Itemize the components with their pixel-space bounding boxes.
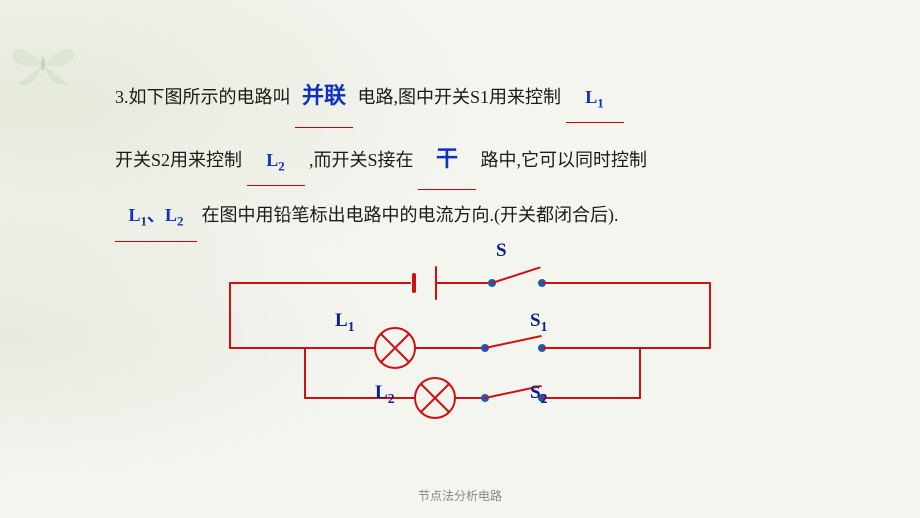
q-part2: 电路,图中开关S1用来控制 <box>358 87 562 107</box>
q-part3: 开关S2用来控制 <box>115 150 242 170</box>
blank-1: 并联 <box>295 65 353 128</box>
label-L1: L1 <box>335 310 355 335</box>
q-part6: 在图中用铅笔标出电路中的电流方向.(开关都闭合后). <box>202 205 619 225</box>
label-S: S <box>496 240 507 262</box>
blank-3: L2 <box>247 135 305 186</box>
butterfly-decor <box>8 38 78 90</box>
q-part1: 3.如下图所示的电路叫 <box>115 87 291 107</box>
circuit-svg <box>220 248 720 448</box>
circuit-diagram: SS1S2L1L2 <box>220 248 720 448</box>
label-L2: L2 <box>375 382 395 407</box>
blank-4: 干 <box>418 128 476 191</box>
label-S2: S2 <box>530 382 547 407</box>
question-text: 3.如下图所示的电路叫 并联 电路,图中开关S1用来控制 L1 开关S2用来控制… <box>115 65 805 242</box>
q-part5: 路中,它可以同时控制 <box>481 150 648 170</box>
footer-text: 节点法分析电路 <box>0 487 920 504</box>
label-S1: S1 <box>530 310 547 335</box>
q-part4: ,而开关S接在 <box>309 150 414 170</box>
blank-2: L1 <box>566 72 624 123</box>
blank-5: L1、L2 <box>115 190 197 241</box>
